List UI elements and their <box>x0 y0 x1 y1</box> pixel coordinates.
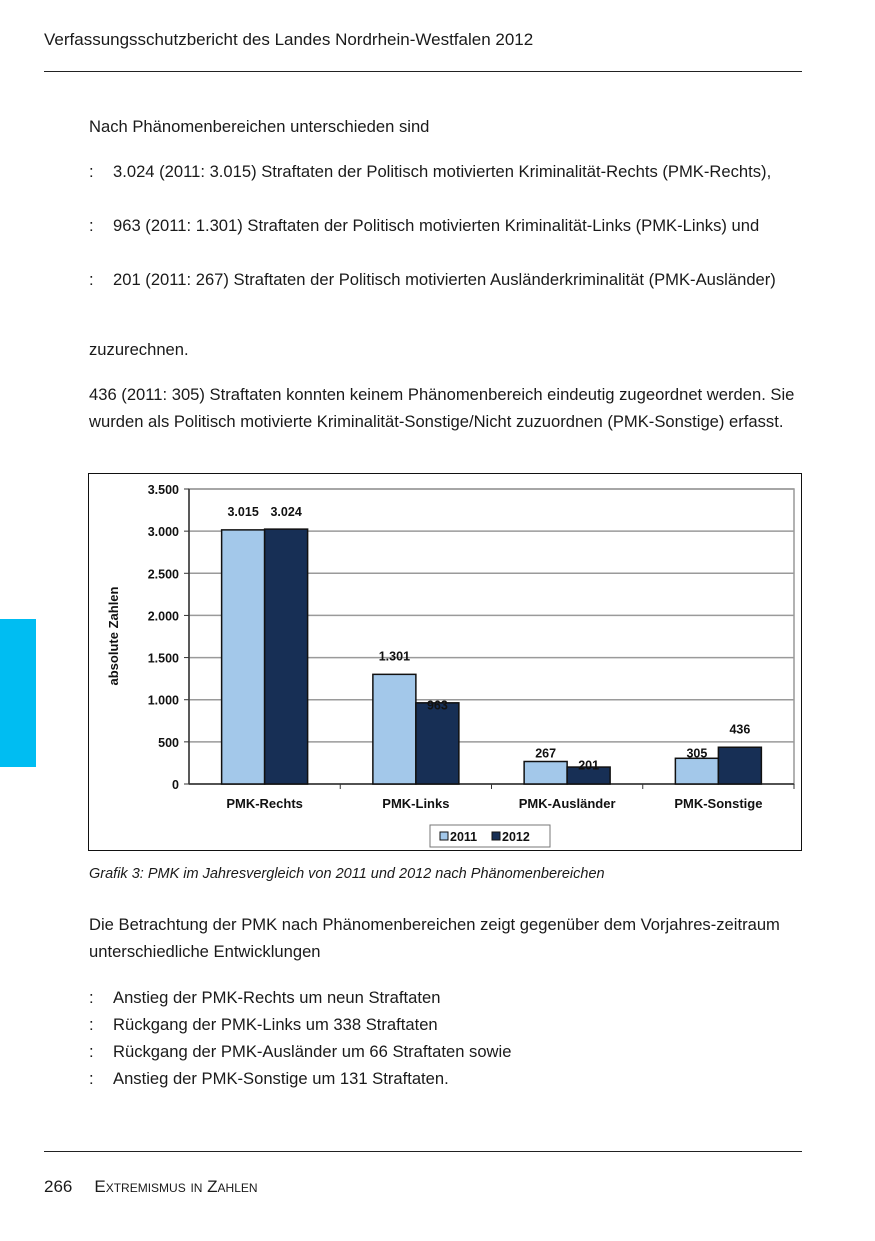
y-tick-label: 2.500 <box>148 567 179 581</box>
list-item-text: Rückgang der PMK-Links um 338 Straftaten <box>113 1015 438 1034</box>
bar-chart: 0 500 1.000 1.500 2.000 2.500 3.000 3.500 absolu… <box>88 473 802 851</box>
data-label: 201 <box>578 758 599 772</box>
bar-2011 <box>674 757 720 785</box>
x-tick-label: PMK-Ausländer <box>519 796 616 811</box>
chart-svg: 0 500 1.000 1.500 2.000 2.500 3.000 3.500 absolu… <box>106 483 795 848</box>
bar-2012 <box>415 702 460 785</box>
y-tick-label: 1.500 <box>148 652 179 666</box>
header-rule <box>44 71 802 72</box>
bullet-marker: : <box>89 988 94 1007</box>
list-item: :201 (2011: 267) Straftaten der Politisc… <box>89 266 804 293</box>
data-label: 436 <box>729 722 750 736</box>
data-label: 1.301 <box>379 649 410 663</box>
legend-swatch-2011 <box>439 831 449 841</box>
list-item: : Anstieg der PMK-Sonstige um 131 Strafta… <box>89 1065 804 1092</box>
y-tick-label: 1.000 <box>148 694 179 708</box>
paragraph: 436 (2011: 305) Straftaten konnten keine… <box>89 385 795 431</box>
bar-2012 <box>263 528 309 785</box>
list-item: : Anstieg der PMK-Rechts um neun Straftat… <box>89 984 804 1011</box>
y-tick-label: 0 <box>172 778 179 792</box>
paragraph: Die Betrachtung der PMK nach Phänomenber… <box>89 915 780 961</box>
legend-label: 2012 <box>502 830 530 844</box>
legend-label: 2011 <box>450 830 477 844</box>
section-title: Extremismus in Zahlen <box>94 1177 258 1196</box>
footer-rule <box>44 1151 802 1152</box>
bullet-marker: : <box>89 270 94 289</box>
x-tick-label: PMK-Sonstige <box>674 796 762 811</box>
list-item: : Rückgang der PMK-Ausländer um 66 Straft… <box>89 1038 804 1065</box>
bullet-marker: : <box>89 216 94 235</box>
data-label: 267 <box>535 746 556 760</box>
figure-caption: Grafik 3: PMK im Jahresvergleich von 201… <box>89 866 605 882</box>
list-item: : Rückgang der PMK-Links um 338 Straftate… <box>89 1011 804 1038</box>
chapter-tab-marker <box>0 619 36 767</box>
list-item-text: Anstieg der PMK-Rechts um neun Straftate… <box>113 988 441 1007</box>
bullet-marker: : <box>89 1042 94 1061</box>
page-number: 266 <box>44 1177 73 1196</box>
list-item-text: 3.024 (2011: 3.015) Straftaten der Polit… <box>113 162 772 181</box>
intro-text: Nach Phänomenbereichen unterschieden sin… <box>89 117 430 136</box>
data-label: 963 <box>427 698 448 712</box>
data-label: 3.024 <box>270 505 301 519</box>
list-item: :963 (2011: 1.301) Straftaten der Politi… <box>89 212 804 239</box>
bar-2011 <box>523 760 568 785</box>
bullet-marker: : <box>89 162 94 181</box>
list-item: :3.024 (2011: 3.015) Straftaten der Poli… <box>89 158 804 185</box>
bar-2011 <box>220 529 266 785</box>
data-label: 305 <box>686 746 707 760</box>
y-axis-label: absolute Zahlen <box>106 586 121 685</box>
legend-swatch-2012 <box>491 831 501 841</box>
after-list-text: zuzurechnen. <box>89 340 189 359</box>
bullet-marker: : <box>89 1015 94 1034</box>
list-item-text: Anstieg der PMK-Sonstige um 131 Straftat… <box>113 1069 449 1088</box>
bar-2012 <box>717 746 763 785</box>
list-item-text: 963 (2011: 1.301) Straftaten der Politis… <box>113 216 760 235</box>
y-tick-label: 2.000 <box>148 609 179 623</box>
y-tick-label: 500 <box>158 736 179 750</box>
list-item-text: Rückgang der PMK-Ausländer um 66 Strafta… <box>113 1042 512 1061</box>
bullet-marker: : <box>89 1069 94 1088</box>
y-tick-label: 3.500 <box>148 483 179 497</box>
page-footer: 266 Extremismus in Zahlen <box>44 1177 258 1197</box>
list-item-text: 201 (2011: 267) Straftaten der Politisch… <box>113 270 776 289</box>
y-tick-label: 3.000 <box>148 525 179 539</box>
x-tick-label: PMK-Rechts <box>226 796 303 811</box>
legend <box>429 824 551 848</box>
running-header: Verfassungsschutzbericht des Landes Nord… <box>44 30 534 49</box>
x-tick-label: PMK-Links <box>382 796 449 811</box>
bar-2011 <box>372 673 417 785</box>
data-label: 3.015 <box>227 505 258 519</box>
bar-2012 <box>566 766 611 785</box>
